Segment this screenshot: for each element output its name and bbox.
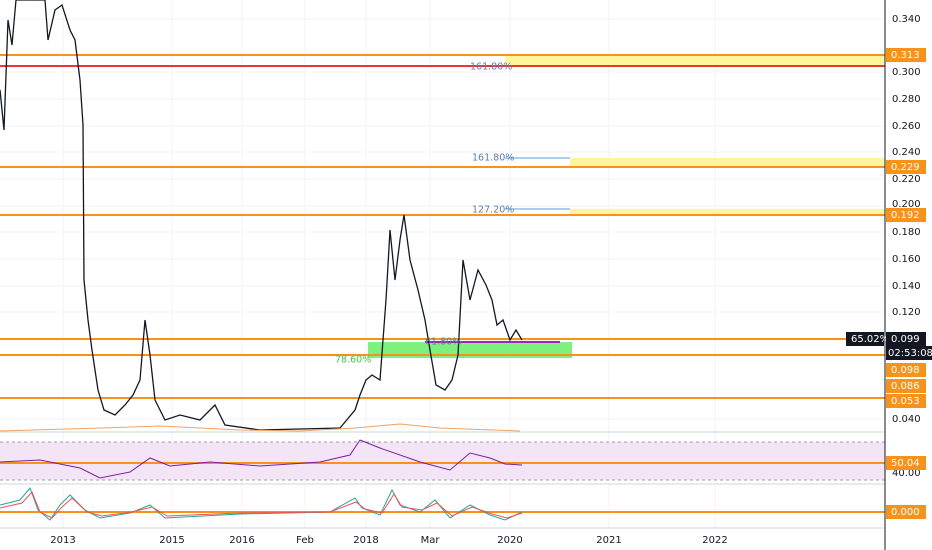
rsi-line [0, 439, 523, 479]
price-tick: 0.240 [892, 147, 921, 158]
time-axis: 2013 2015 2016 Feb 2018 Mar 2020 2021 20… [50, 535, 727, 546]
level-badge: 0.192 [891, 210, 920, 221]
change-badge: 65.02% [851, 334, 889, 345]
fib-label: 127.20% [472, 205, 514, 216]
fib-label: 78.60% [335, 355, 371, 366]
level-badge: 0.098 [891, 365, 920, 376]
time-tick: Feb [296, 535, 314, 546]
time-tick: Mar [421, 535, 441, 546]
countdown-badge: 02:53:08 [888, 348, 932, 359]
level-badge: 0.313 [891, 50, 920, 61]
price-axis: 0.340 0.300 0.280 0.260 0.240 0.220 0.20… [892, 14, 921, 425]
rsi-tick: 40.00 [892, 468, 921, 479]
time-tick: 2021 [596, 535, 621, 546]
volume-line [0, 423, 521, 432]
level-badge: 0.229 [891, 162, 920, 173]
price-tick: 0.040 [892, 414, 921, 425]
fib-label: 161.80% [472, 153, 514, 164]
time-tick: 2022 [702, 535, 727, 546]
price-tick: 0.180 [892, 227, 921, 238]
price-series [0, 0, 523, 431]
price-tick: 0.220 [892, 174, 921, 185]
price-tick: 0.160 [892, 254, 921, 265]
levels [0, 54, 885, 399]
time-tick: 2016 [229, 535, 254, 546]
fib-label: 161.80% [470, 62, 512, 73]
grid [0, 0, 885, 528]
fib-zone [570, 209, 885, 216]
fib-zone [505, 55, 885, 67]
fib-label: 61.80% [425, 337, 461, 348]
time-tick: 2018 [353, 535, 378, 546]
signal-line [0, 491, 523, 519]
price-tick: 0.300 [892, 67, 921, 78]
rsi-badge: 50.04 [891, 458, 920, 469]
time-tick: 2020 [497, 535, 522, 546]
level-badge: 0.086 [891, 381, 920, 392]
price-tick: 0.340 [892, 14, 921, 25]
price-tick: 0.200 [892, 199, 921, 210]
oscillator-badge: 0.000 [891, 507, 920, 518]
time-tick: 2013 [50, 535, 75, 546]
price-tick: 0.120 [892, 307, 921, 318]
price-tick: 0.140 [892, 281, 921, 292]
price-tick: 0.260 [892, 121, 921, 132]
price-tick: 0.280 [892, 94, 921, 105]
price-badge: 0.099 [891, 334, 920, 345]
fib-zone [570, 158, 885, 167]
level-badge: 0.053 [891, 396, 920, 407]
rsi-band [0, 442, 885, 480]
time-tick: 2015 [159, 535, 184, 546]
